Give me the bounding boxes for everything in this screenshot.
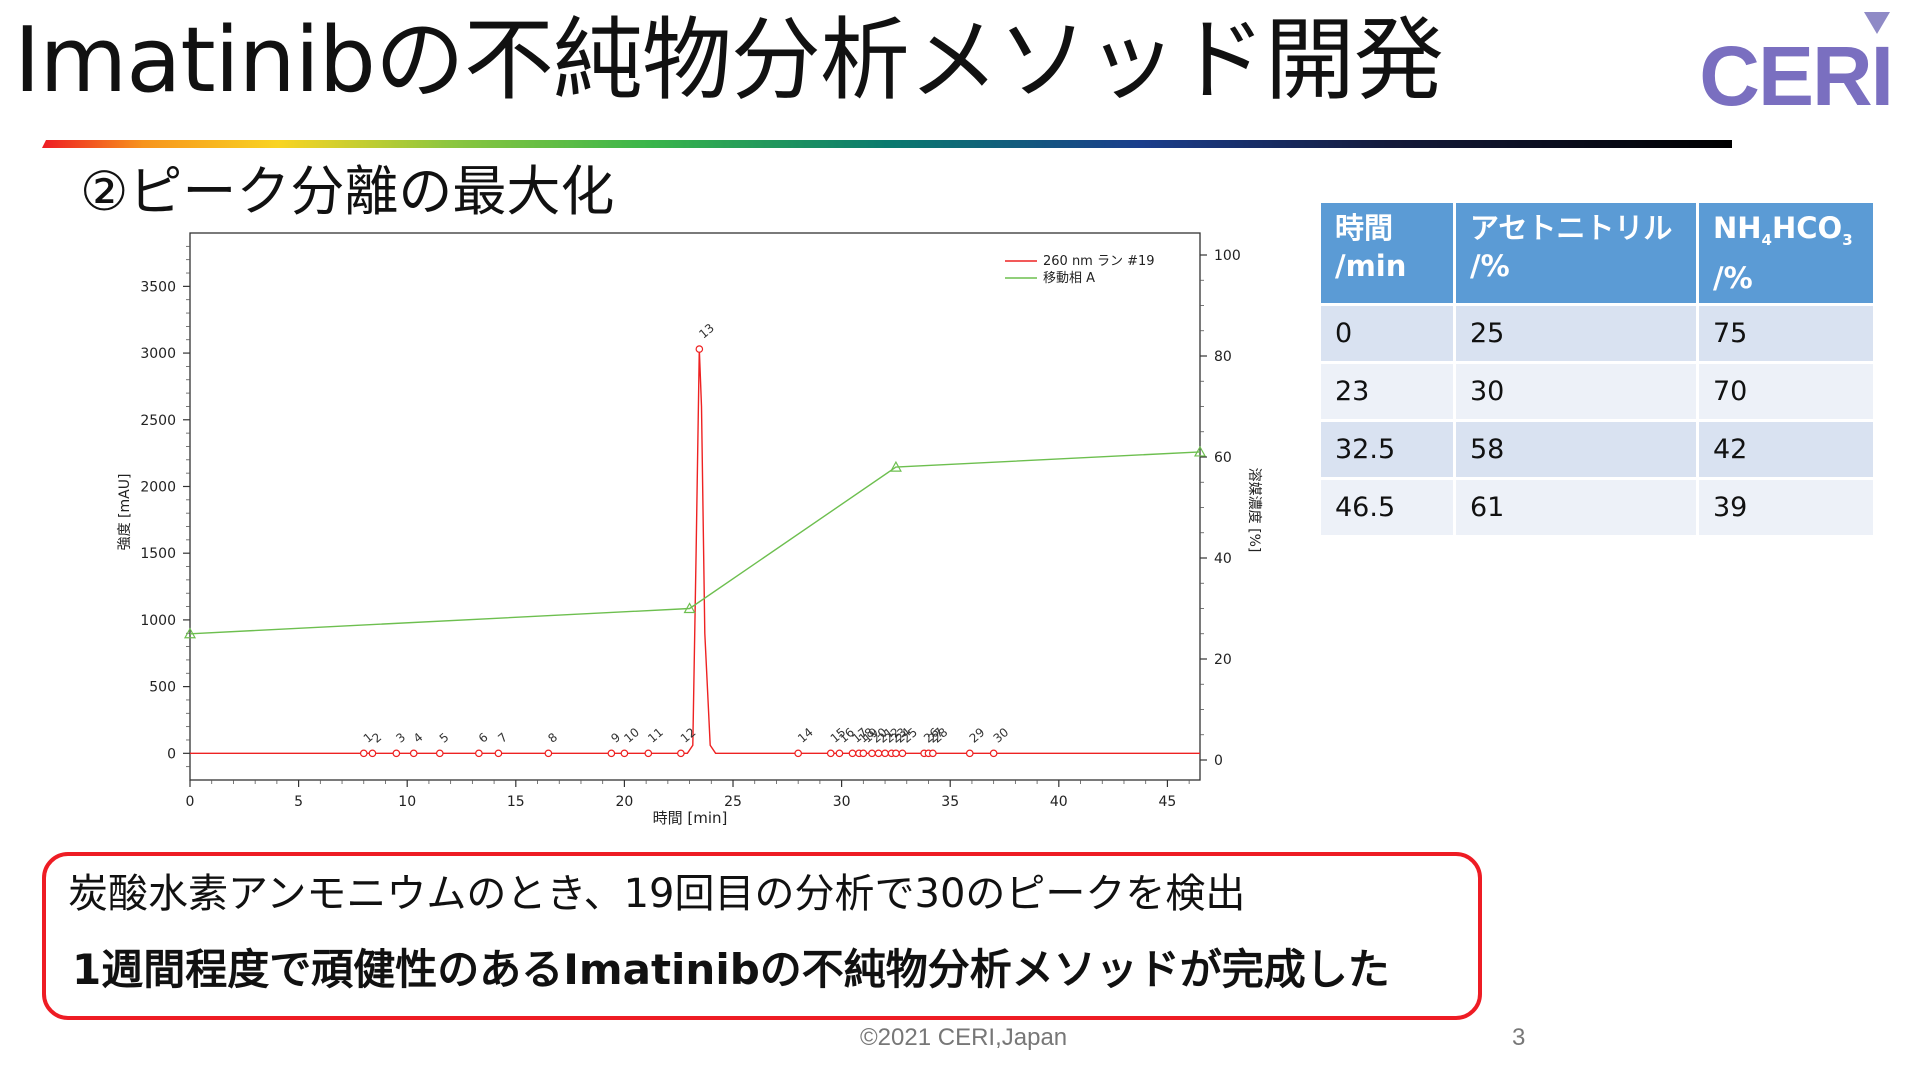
peak-marker — [677, 749, 685, 758]
peak-marker — [392, 749, 401, 758]
y2-tick-label: 100 — [1214, 248, 1241, 264]
chromatogram-chart: 0 5 10 15 20 25 30 35 40 450500100015002000250030… — [117, 232, 1262, 827]
y2-tick-label: 40 — [1214, 551, 1232, 567]
copyright-footer: ©2021 CERI,Japan — [860, 1024, 1068, 1051]
y2-tick-label: 80 — [1214, 349, 1232, 365]
table-row: 0 25 75 — [1321, 305, 1873, 361]
peak-marker — [989, 749, 998, 758]
callout-line-2: 1週間程度で頑健性のあるImatinibの不純物分析メソッドが完成した — [72, 945, 1390, 994]
table-row: 32.5 58 42 — [1321, 421, 1873, 477]
x-tick-label: 25 — [724, 794, 742, 810]
callout-line-1: 炭酸水素アンモニウムのとき、19回目の分析で30のピークを検出 — [68, 871, 1246, 917]
gradient-point — [889, 460, 902, 472]
x-tick-label: 40 — [1050, 794, 1068, 810]
table-row: 46.5 61 39 — [1321, 479, 1873, 535]
table-header-time: 時間/min — [1321, 203, 1453, 303]
plot-frame — [189, 232, 1201, 781]
peak-marker — [881, 749, 889, 758]
series-line-2 — [189, 451, 1201, 635]
y-tick-label: 2000 — [140, 479, 176, 495]
peak-marker — [409, 749, 418, 758]
logo-triangle-icon — [1864, 12, 1890, 34]
peak-marker — [368, 749, 377, 758]
x-tick-label: 10 — [398, 794, 416, 810]
legend-series-2: 移動相 A — [1043, 271, 1095, 286]
ceri-logo: CERI — [1699, 12, 1894, 118]
x-tick-label: 35 — [941, 794, 959, 810]
y2-tick-label: 0 — [1214, 753, 1223, 769]
x-tick-label: 45 — [1159, 794, 1177, 810]
gradient-point — [183, 627, 197, 639]
peak-marker — [859, 749, 868, 758]
peak-marker — [544, 749, 553, 758]
peak-marker — [826, 749, 835, 758]
peak-marker — [644, 749, 653, 758]
peak-marker — [620, 749, 629, 758]
table-header-nh4hco3: NH4HCO3 /% — [1699, 203, 1873, 303]
peak-marker — [494, 749, 503, 758]
y2-tick-label: 60 — [1214, 450, 1232, 466]
y-tick-label: 1000 — [140, 613, 176, 629]
peak-marker — [695, 345, 704, 353]
chart-legend: 260 nm ラン #19 移動相 A — [1005, 254, 1155, 286]
gradient-table: 時間/min アセトニトリル/% NH4HCO3 /% 0 25 75 23 30 70… — [1318, 200, 1876, 538]
x-tick-label: 30 — [833, 794, 851, 810]
peak-marker — [835, 749, 844, 758]
y2-axis-label: 溶媒濃度 [%] — [1246, 468, 1262, 553]
y-tick-label: 1500 — [140, 546, 176, 562]
y-tick-label: 500 — [149, 680, 176, 696]
peak-marker — [892, 749, 900, 758]
x-tick-label: 0 — [186, 794, 195, 810]
title-divider-bar — [42, 140, 1732, 148]
logo-text: CERI — [1699, 29, 1894, 123]
y-tick-label: 3500 — [140, 279, 176, 295]
peak-marker — [965, 749, 974, 758]
peak-marker — [475, 749, 483, 758]
section-subtitle: ②ピーク分離の最大化 — [80, 160, 615, 223]
legend-series-1: 260 nm ラン #19 — [1043, 254, 1155, 269]
conclusion-callout: 炭酸水素アンモニウムのとき、19回目の分析で30のピークを検出 1週間程度で頑健… — [42, 852, 1482, 1020]
peak-marker — [359, 749, 368, 758]
y2-tick-label: 20 — [1214, 652, 1232, 668]
peak-marker — [794, 749, 802, 758]
peak-marker — [868, 749, 876, 758]
series-line-1 — [190, 349, 1200, 754]
peak-marker — [929, 749, 937, 758]
slide-title: Imatinibの不純物分析メソッド開発 — [14, 8, 1444, 113]
x-tick-label: 5 — [294, 794, 303, 810]
y-tick-label: 3000 — [140, 346, 176, 362]
peak-marker — [898, 749, 907, 758]
page-number: 3 — [1512, 1024, 1526, 1051]
y-axis-label: 強度 [mAU] — [117, 474, 133, 551]
x-tick-label: 20 — [615, 794, 633, 810]
peak-marker — [607, 749, 616, 758]
y-tick-label: 2500 — [140, 413, 176, 429]
gradient-point — [683, 602, 696, 614]
x-tick-label: 15 — [507, 794, 525, 810]
table-header-acetonitrile: アセトニトリル/% — [1456, 203, 1696, 303]
peak-marker — [848, 749, 857, 758]
x-axis-label: 時間 [min] — [653, 809, 728, 827]
y-tick-label: 0 — [167, 746, 176, 762]
table-row: 23 30 70 — [1321, 363, 1873, 419]
peak-marker — [435, 749, 444, 758]
gradient-point — [1193, 445, 1207, 457]
peak-marker — [874, 749, 883, 758]
